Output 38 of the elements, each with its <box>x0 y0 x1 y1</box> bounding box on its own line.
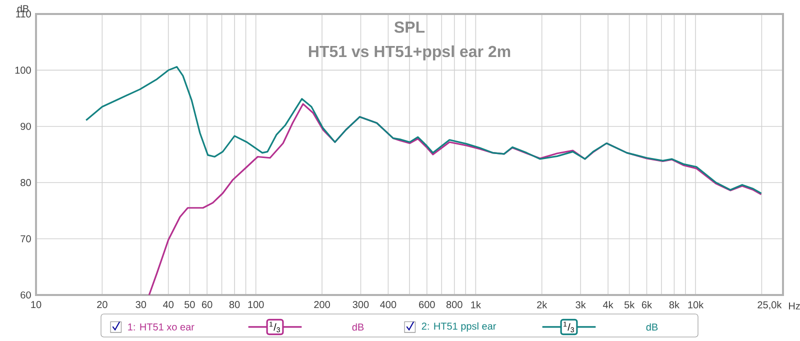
x-tick-label: 50 <box>184 301 195 308</box>
y-tick-label: 100 <box>15 66 31 74</box>
x-tick-label: 2k <box>537 301 548 308</box>
x-tick-label: 800 <box>446 301 462 308</box>
x-tick-label: 8k <box>669 301 680 308</box>
x-tick-label: 200 <box>314 301 330 308</box>
y-tick-label: 70 <box>20 235 31 242</box>
x-tick-label: 20 <box>97 301 108 308</box>
x-tick-label: 30 <box>136 301 146 308</box>
x-tick-label: 10 <box>31 301 42 308</box>
text: dB <box>352 323 364 331</box>
x-tick-label: 10k <box>688 301 704 308</box>
x-tick-label: 100 <box>248 301 264 308</box>
x-tick-label: 40 <box>163 301 174 308</box>
x-tick-label: 600 <box>419 301 435 308</box>
text: 2: HT51 ppsl ear <box>422 322 496 332</box>
x-tick-label: 25,0k <box>758 301 782 310</box>
x-tick-label: 300 <box>352 301 369 308</box>
text: $^{1}$/$_{3}$ <box>270 322 280 332</box>
y-tick-label: 80 <box>20 179 31 186</box>
x-tick-label: 4k <box>602 301 614 308</box>
y-tick-label: 110 <box>16 10 31 18</box>
text: 1: HT51 xo ear <box>128 323 194 330</box>
x-tick-label: 6k <box>642 301 652 308</box>
chart-title: SPL <box>394 22 425 33</box>
x-tick-label: 60 <box>202 301 212 308</box>
y-axis-title: dB <box>17 4 29 12</box>
y-tick-label: 60 <box>20 291 31 299</box>
text: $^{1}$/$_{3}$ <box>564 322 574 332</box>
x-tick-label: 400 <box>380 301 396 308</box>
x-tick-label: 80 <box>229 301 240 308</box>
text: HT51 vs HT51+ppsl ear 2m <box>308 45 510 60</box>
text: dB <box>646 323 658 331</box>
x-tick-label: 5k <box>624 301 635 308</box>
y-tick-label: 90 <box>20 122 31 130</box>
x-tick-label: 1k <box>471 301 481 308</box>
x-tick-label: 3k <box>576 301 586 308</box>
x-axis-title: Hz <box>789 302 800 310</box>
